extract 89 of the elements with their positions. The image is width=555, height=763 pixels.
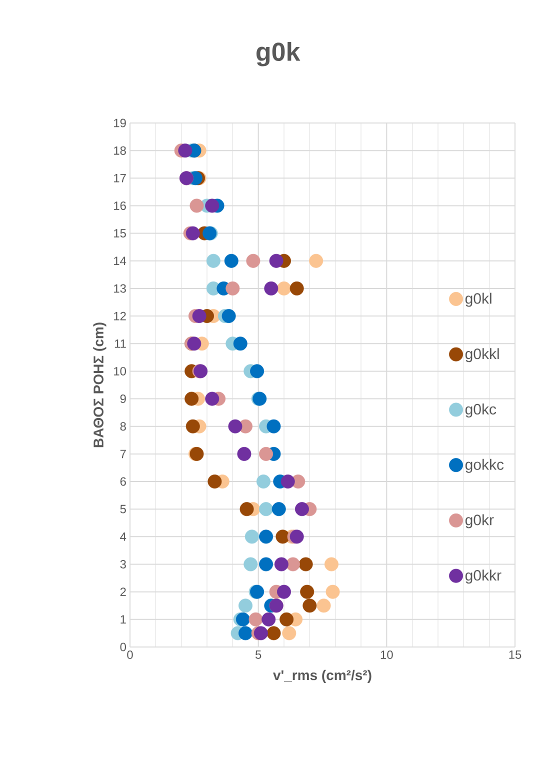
point: [205, 392, 220, 406]
point: [269, 254, 284, 268]
y-tick-label: 0: [120, 642, 126, 652]
y-tick-label: 4: [120, 532, 126, 541]
point: [250, 364, 264, 378]
point: [286, 557, 300, 572]
point: [277, 281, 291, 296]
point: [240, 502, 254, 516]
point: [238, 626, 252, 640]
legend-label: g0kkr: [465, 570, 502, 584]
point: [316, 598, 331, 613]
point: [254, 626, 268, 640]
y-tick-label: 13: [114, 284, 126, 293]
legend-label: g0kr: [465, 514, 494, 528]
point: [276, 530, 290, 544]
point: [244, 557, 258, 572]
y-tick-label: 6: [120, 477, 126, 486]
point: [280, 612, 294, 626]
point: [309, 254, 324, 268]
point: [190, 198, 204, 213]
point: [290, 281, 304, 296]
point: [184, 392, 199, 406]
x-tick-label: 0: [127, 650, 133, 660]
point: [290, 530, 304, 544]
point: [302, 598, 317, 613]
point: [259, 502, 274, 516]
x-tick-label: 5: [255, 650, 262, 659]
point: [274, 557, 288, 572]
y-tick-label: 9: [120, 394, 126, 404]
point: [248, 612, 263, 626]
point: [256, 474, 270, 489]
x-tick-label: 10: [380, 650, 393, 660]
y-tick-label: 5: [120, 504, 126, 514]
x-axis-title: v'_rms (cm²/s²): [273, 670, 372, 683]
point: [178, 144, 192, 158]
point: [294, 502, 309, 516]
legend-label: g0kc: [465, 404, 496, 418]
chart-title: g0k: [256, 42, 300, 66]
y-tick-label: 14: [114, 256, 126, 266]
point: [222, 309, 236, 324]
point: [266, 626, 281, 640]
point: [205, 198, 220, 213]
point: [262, 612, 276, 626]
legend-label: gokkc: [465, 458, 504, 473]
point: [228, 419, 242, 434]
point: [259, 557, 274, 572]
y-tick-label: 15: [114, 229, 126, 238]
y-tick-label: 1: [120, 615, 126, 624]
legend-label: g0kl: [465, 292, 492, 307]
y-tick-label: 8: [120, 422, 126, 431]
point: [266, 419, 281, 434]
point: [233, 336, 248, 351]
point: [298, 557, 313, 572]
y-tick-label: 18: [114, 146, 126, 155]
point: [186, 419, 200, 434]
x-tick-label: 15: [509, 650, 522, 659]
y-tick-label: 7: [120, 450, 126, 458]
point: [324, 557, 338, 572]
point: [237, 446, 252, 461]
point: [226, 281, 240, 296]
y-tick-label: 12: [114, 312, 126, 320]
point: [192, 309, 206, 324]
point: [186, 226, 200, 240]
y-axis-title: ΒΑΘΟΣ ΡΟΗΣ (cm): [93, 322, 106, 448]
y-tick-label: 17: [114, 174, 126, 182]
point: [244, 530, 259, 544]
y-tick-label: 19: [114, 118, 126, 128]
point: [277, 584, 291, 599]
point: [206, 254, 220, 268]
point: [224, 254, 238, 268]
point: [259, 446, 274, 461]
y-tick-label: 16: [114, 201, 126, 210]
y-tick-label: 2: [120, 588, 126, 596]
y-tick-label: 10: [114, 366, 126, 376]
point: [208, 474, 222, 489]
point: [280, 474, 295, 489]
point: [326, 584, 340, 599]
point: [187, 336, 202, 351]
legend-label: g0kkl: [465, 348, 499, 362]
point: [282, 626, 296, 640]
point: [300, 584, 314, 599]
y-tick-label: 3: [120, 560, 126, 568]
point: [264, 281, 278, 296]
y-tick-label: 11: [114, 340, 126, 348]
point: [236, 612, 250, 626]
point: [246, 254, 260, 268]
point: [259, 530, 274, 544]
point: [272, 502, 286, 516]
point: [238, 598, 252, 613]
